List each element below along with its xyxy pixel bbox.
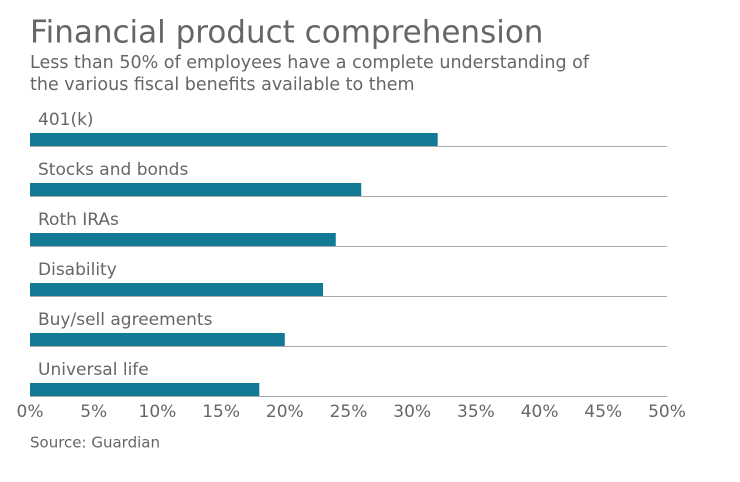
- bar: [30, 133, 438, 146]
- x-tick-label: 40%: [521, 402, 559, 422]
- category-label: Stocks and bonds: [38, 160, 188, 180]
- category-label: Roth IRAs: [38, 210, 119, 230]
- x-tick-label: 5%: [80, 402, 107, 422]
- category-label: Disability: [38, 260, 117, 280]
- bar: [30, 283, 324, 296]
- chart-title: Financial product comprehension: [30, 15, 543, 51]
- x-tick-label: 10%: [139, 402, 177, 422]
- x-tick-label: 30%: [393, 402, 431, 422]
- bar: [30, 383, 260, 396]
- x-tick-label: 15%: [202, 402, 240, 422]
- chart-subtitle: Less than 50% of employees have a comple…: [30, 53, 590, 73]
- category-label: Buy/sell agreements: [38, 310, 213, 330]
- bar: [30, 333, 285, 346]
- source-note: Source: Guardian: [30, 434, 160, 452]
- category-label: 401(k): [38, 110, 94, 130]
- bar: [30, 183, 362, 196]
- x-tick-label: 20%: [266, 402, 304, 422]
- x-tick-label: 35%: [457, 402, 495, 422]
- x-tick-label: 25%: [330, 402, 368, 422]
- bar: [30, 233, 336, 246]
- chart-subtitle: the various fiscal benefits available to…: [30, 75, 415, 95]
- x-tick-label: 50%: [648, 402, 686, 422]
- category-label: Universal life: [38, 360, 149, 380]
- x-tick-label: 0%: [17, 402, 44, 422]
- x-tick-label: 45%: [584, 402, 622, 422]
